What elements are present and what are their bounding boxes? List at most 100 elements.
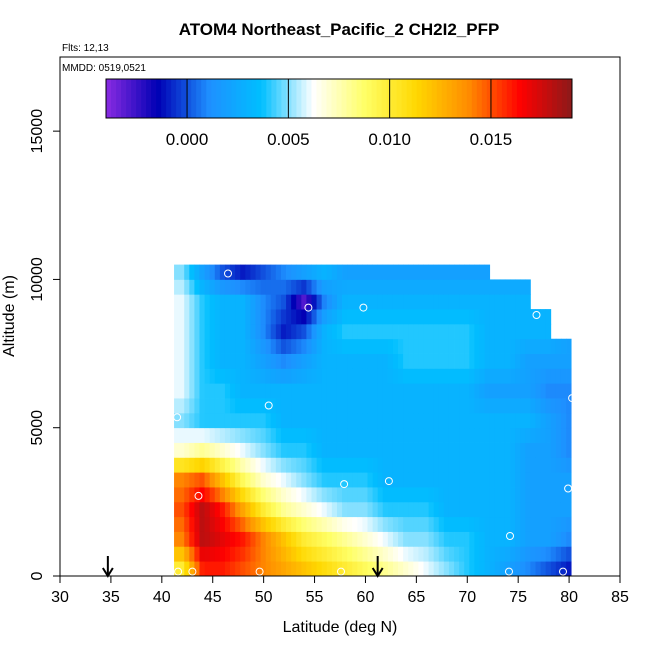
heat-cell [408, 561, 414, 577]
heat-cell [489, 323, 496, 340]
heat-cell [321, 516, 328, 532]
heat-cell [230, 531, 236, 547]
heat-cell [510, 546, 516, 562]
heat-cell [235, 457, 241, 473]
heat-cell [392, 398, 399, 414]
heat-cell [311, 368, 317, 384]
heat-cell [347, 368, 353, 384]
heat-cell [357, 398, 363, 414]
heat-cell [336, 368, 343, 384]
heat-cell [403, 338, 409, 354]
heat-cell [230, 546, 236, 562]
heat-cell [174, 353, 180, 369]
heat-cell [454, 368, 460, 384]
heat-cell [240, 338, 246, 354]
heat-cell [255, 338, 261, 354]
heat-cell [515, 457, 521, 473]
heat-cell [184, 516, 190, 532]
heat-cell [392, 561, 399, 577]
x-tick-label: 35 [102, 589, 120, 606]
heat-cell [331, 501, 338, 518]
colorbar-segment [546, 79, 553, 118]
heat-cell [275, 368, 282, 384]
heat-cell [179, 294, 185, 310]
heat-cell [275, 546, 282, 562]
heat-cell [367, 264, 373, 280]
heat-cell [189, 531, 195, 547]
heat-cell [275, 398, 282, 414]
heat-cell [245, 338, 251, 354]
heat-cell [387, 516, 394, 532]
heat-cell [347, 561, 353, 577]
heat-cell [189, 427, 195, 443]
heat-cell [194, 383, 200, 399]
heat-cell [296, 516, 302, 532]
colorbar-segment [411, 79, 418, 118]
heat-cell [326, 294, 333, 310]
heat-cell [301, 353, 307, 369]
heat-cell [494, 472, 501, 488]
heat-cell [204, 516, 211, 532]
heat-cell [408, 398, 414, 414]
heat-cell [489, 487, 496, 503]
heat-cell [184, 383, 190, 399]
heat-cell [184, 501, 190, 518]
heat-cell [484, 323, 491, 340]
heat-cell [347, 294, 353, 310]
heat-cell [408, 294, 414, 310]
heat-cell [189, 398, 195, 414]
heat-cell [204, 501, 211, 518]
heat-cell [428, 294, 435, 310]
heat-cell [219, 561, 226, 577]
heat-cell [525, 501, 531, 518]
colorbar-segment [326, 79, 332, 118]
heat-cell [398, 427, 404, 443]
heat-cell [474, 294, 480, 310]
heat-cell [464, 516, 470, 532]
heat-cell [433, 338, 440, 354]
heat-cell [464, 383, 470, 399]
heat-cell [316, 546, 323, 562]
heat-cell [433, 531, 440, 547]
colorbar-segment [236, 79, 242, 118]
heat-cell [428, 501, 435, 518]
heat-cell [357, 368, 363, 384]
colorbar-segment [376, 79, 382, 118]
heat-cell [510, 472, 516, 488]
heat-cell [454, 516, 460, 532]
heat-cell [489, 279, 496, 295]
heat-cell [484, 398, 491, 414]
heat-cell [428, 442, 435, 458]
heat-cell [235, 279, 241, 295]
heat-cell [331, 309, 338, 325]
heat-cell [560, 442, 567, 458]
heat-cell [357, 546, 363, 562]
heat-cell [520, 516, 526, 532]
heat-cell [464, 457, 470, 473]
heat-cell [296, 309, 302, 325]
heat-cell [326, 457, 333, 473]
heat-cell [550, 353, 557, 369]
heat-cell [362, 442, 368, 458]
heat-cell [275, 561, 282, 577]
colorbar-segment [301, 79, 307, 118]
heat-cell [545, 546, 552, 562]
heat-cell [484, 294, 491, 310]
heat-cell [286, 561, 292, 577]
heat-cell [520, 531, 526, 547]
heat-cell [408, 323, 414, 340]
heat-cell [219, 398, 226, 414]
heat-cell [352, 487, 358, 503]
heat-cell [235, 561, 241, 577]
heat-cell [260, 487, 267, 503]
heat-cell [535, 368, 541, 384]
heat-cell [342, 264, 348, 280]
heat-cell [423, 546, 429, 562]
heat-cell [204, 472, 211, 488]
heat-cell [250, 442, 256, 458]
heat-cell [448, 383, 455, 399]
heat-cell [286, 368, 292, 384]
colorbar-segment [211, 79, 217, 118]
heat-cell [403, 323, 409, 340]
heat-cell [555, 546, 562, 562]
